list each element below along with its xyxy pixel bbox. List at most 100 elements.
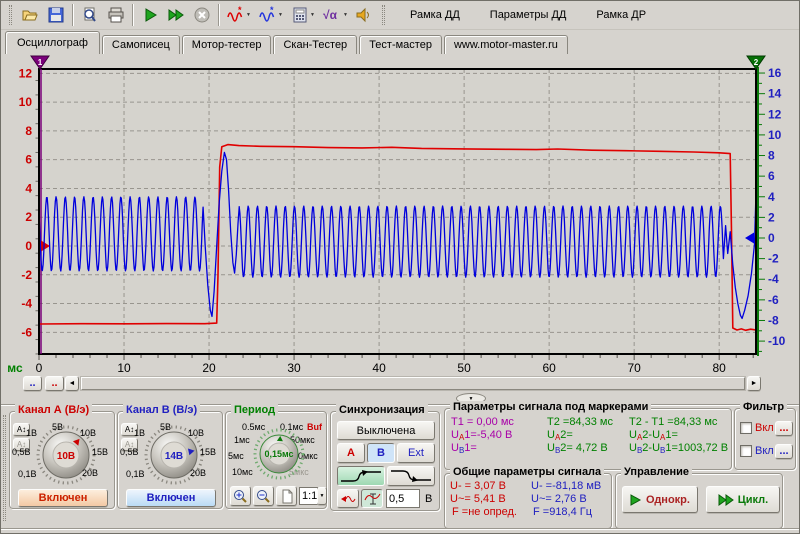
general-a-freq: F =не опред. (452, 506, 517, 518)
sound-button[interactable] (351, 2, 377, 28)
axis-label: 10 (19, 95, 33, 109)
tab-motor-tester[interactable]: Мотор-тестер (181, 35, 272, 54)
filter-b-checkbox[interactable] (740, 445, 752, 457)
save-button[interactable] (43, 2, 69, 28)
scrollbar-left-arrow[interactable]: ◄ (65, 376, 79, 391)
zoom-ratio-dropdown[interactable]: ▼ (317, 487, 327, 505)
start-button[interactable] (137, 2, 163, 28)
trigger-level-icon (364, 493, 380, 504)
menu-ramka-dr[interactable]: Рамка ДР (596, 9, 647, 21)
marker1-setup-button[interactable]: .. (23, 376, 42, 391)
save-icon (48, 7, 64, 23)
zoom-in-button[interactable] (230, 486, 251, 506)
scrollbar-track[interactable] (80, 376, 746, 391)
axis-label: 16 (768, 66, 782, 80)
sync-level-input[interactable] (386, 489, 420, 508)
axis-label: 14 (768, 87, 782, 101)
channel-a-autoscale-button[interactable]: А↕ (13, 423, 30, 436)
marker-1-handle[interactable] (30, 55, 50, 70)
filter-a-settings-button[interactable]: ... (775, 421, 793, 436)
panel-gripper[interactable] (3, 415, 6, 521)
calculator-menu-button[interactable]: ▼ (287, 2, 319, 28)
scale-label: 20В (82, 468, 99, 478)
math-menu-button[interactable]: √α ▼ (319, 2, 351, 28)
sync-source-a-button[interactable]: А (337, 443, 365, 463)
signal-b-menu-button[interactable]: * ▼ (255, 2, 287, 28)
sync-panel: Синхронизация Выключена А В Ext В (330, 404, 440, 511)
scale-label: 10В (80, 428, 97, 438)
channel-b-knob[interactable]: 14В (138, 424, 208, 486)
preview-button[interactable] (77, 2, 103, 28)
stop-button[interactable] (189, 2, 215, 28)
general-b-freq: F =918,4 Гц (533, 506, 593, 518)
axis-label: 0 (768, 231, 775, 245)
channel-a-range-value: 10В (57, 451, 75, 462)
dropdown-arrow-icon: ▼ (246, 12, 251, 18)
tab-test-master[interactable]: Тест-мастер (359, 35, 442, 54)
toolbar-gripper[interactable] (9, 5, 12, 25)
channel-b-enabled-button[interactable]: Включен (126, 489, 216, 507)
scrollbar-thumb[interactable] (81, 377, 745, 390)
open-button[interactable] (17, 2, 43, 28)
start-cycle-button[interactable] (163, 2, 189, 28)
blue-signal-icon: * (259, 6, 275, 22)
axis-label: -6 (768, 293, 779, 307)
axis-label: 12 (19, 66, 33, 80)
filter-b-settings-button[interactable]: ... (775, 444, 793, 459)
tab-website[interactable]: www.motor-master.ru (443, 35, 568, 54)
sync-rising-edge-button[interactable] (337, 466, 385, 486)
tab-scan-tester[interactable]: Скан-Тестер (273, 35, 358, 54)
dropdown-arrow-icon: ▼ (310, 12, 315, 18)
period-knob[interactable]: 0,15мс (250, 427, 308, 481)
axis-label: 4 (768, 190, 775, 204)
menu-parametry-dd[interactable]: Параметры ДД (489, 9, 567, 21)
scale-label: 20В (190, 468, 207, 478)
toolbar-gripper[interactable] (382, 5, 385, 25)
scrollbar-right-arrow[interactable]: ► (747, 376, 761, 391)
zoom-ratio-value: 1:1 (299, 487, 318, 505)
tab-oscillograph[interactable]: Осциллограф (5, 31, 100, 54)
separator (1, 528, 799, 530)
channel-a-autoscale2-button[interactable]: А↕ (13, 438, 30, 451)
channel-b-autoscale2-button[interactable]: А↕ (121, 438, 138, 451)
channel-a-knob[interactable]: 10В (30, 424, 100, 486)
marker2-setup-button[interactable]: .. (45, 376, 64, 391)
zoom-out-button[interactable] (253, 486, 274, 506)
sync-level-button[interactable] (361, 489, 383, 508)
stop-icon (194, 7, 210, 23)
general-b-ac: U~= 2,76 В (531, 493, 587, 505)
cycle-run-button[interactable]: Цикл. (706, 486, 780, 513)
zero-level-a-arrow[interactable] (41, 240, 50, 252)
scale-label: 1мс (234, 435, 250, 445)
marker-2-handle[interactable] (746, 55, 766, 70)
single-run-icon (630, 493, 642, 506)
general-params-title: Общие параметры сигнала (450, 466, 605, 478)
filter-a-label: Вкл (755, 422, 774, 434)
sync-delay-button[interactable] (337, 489, 359, 508)
tab-samopisec[interactable]: Самописец (101, 35, 180, 54)
marker-t1-value: T1 = 0,00 мс (451, 416, 514, 428)
play-icon (145, 8, 157, 22)
sync-falling-edge-button[interactable] (387, 466, 435, 486)
sync-source-b-button[interactable]: В (367, 443, 395, 463)
sync-off-button[interactable]: Выключена (337, 421, 435, 440)
dropdown-arrow-icon: ▼ (343, 12, 348, 18)
general-params-panel: Общие параметры сигнала U- = 3,07 В U~= … (444, 466, 612, 529)
channel-b-autoscale-button[interactable]: А↕ (121, 423, 138, 436)
marker2-setup-label: .. (51, 377, 58, 389)
signal-a-menu-button[interactable]: * ▼ (223, 2, 255, 28)
print-button[interactable] (103, 2, 129, 28)
scale-label: 0,5В (120, 447, 139, 457)
menu-ramka-dd[interactable]: Рамка ДД (410, 9, 460, 21)
zero-level-b-arrow[interactable] (745, 232, 754, 244)
sync-source-ext-button[interactable]: Ext (397, 443, 435, 463)
new-page-button[interactable] (276, 486, 297, 506)
zoom-out-icon (257, 489, 270, 503)
axis-label: -6 (21, 325, 32, 339)
axis-label: 40 (372, 361, 386, 375)
single-run-button[interactable]: Однокр. (622, 486, 698, 513)
filter-a-checkbox[interactable] (740, 422, 752, 434)
axis-label: 12 (768, 107, 782, 121)
channel-a-enabled-button[interactable]: Включен (18, 489, 108, 507)
axis-label: 70 (627, 361, 641, 375)
